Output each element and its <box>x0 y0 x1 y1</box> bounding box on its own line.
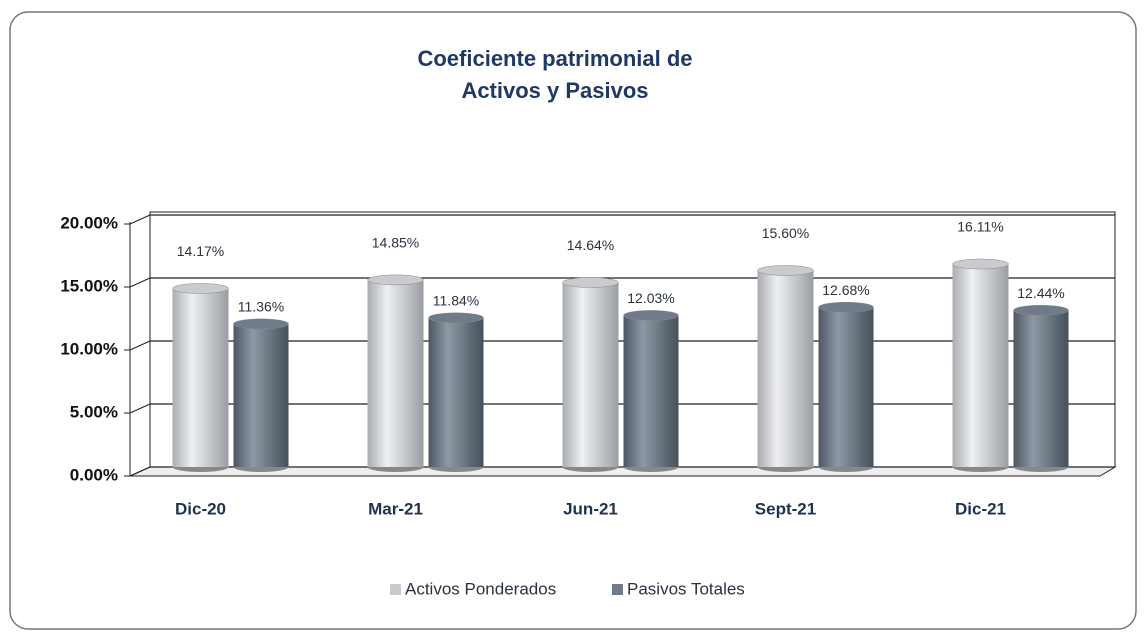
value-label: 12.44% <box>1017 285 1064 301</box>
value-label: 12.03% <box>627 290 674 306</box>
bar <box>233 323 289 467</box>
bar <box>757 270 814 467</box>
legend-label: Pasivos Totales <box>627 579 745 598</box>
x-tick-label: Dic-20 <box>175 499 226 518</box>
value-label: 15.60% <box>762 225 809 241</box>
bar-cap <box>1013 305 1069 316</box>
bar-cap <box>562 277 619 288</box>
bar <box>623 315 679 467</box>
grid-line <box>129 403 151 414</box>
grid-line <box>129 277 151 288</box>
grid-line <box>129 214 151 225</box>
value-label: 14.64% <box>567 237 614 253</box>
legend-swatch <box>390 584 401 595</box>
x-tick-label: Dic-21 <box>955 499 1006 518</box>
bar <box>562 282 619 467</box>
chart-title: Coeficiente patrimonial de <box>417 46 692 71</box>
chart-title: Activos y Pasivos <box>461 78 648 103</box>
value-label: 14.17% <box>177 243 224 259</box>
value-label: 14.85% <box>372 235 419 251</box>
value-label: 11.84% <box>433 293 479 309</box>
bar-cap <box>757 265 814 276</box>
bar-cap <box>233 318 289 330</box>
value-label: 16.11% <box>957 219 1003 235</box>
bar <box>818 307 874 467</box>
legend-swatch <box>612 584 623 595</box>
bar-cap <box>367 274 424 286</box>
x-tick-label: Mar-21 <box>368 499 423 518</box>
bar <box>952 264 1009 467</box>
y-tick-label: 10.00% <box>60 339 118 358</box>
y-tick-label: 5.00% <box>70 402 118 421</box>
y-tick-label: 0.00% <box>70 465 118 484</box>
y-tick-label: 15.00% <box>60 276 118 295</box>
grid-line <box>129 340 151 351</box>
x-tick-label: Jun-21 <box>563 499 618 518</box>
bar-cap <box>623 310 679 321</box>
x-tick-label: Sept-21 <box>755 499 816 518</box>
y-tick-label: 20.00% <box>60 213 118 232</box>
bar <box>172 288 229 467</box>
value-label: 12.68% <box>822 282 869 298</box>
grid-line <box>129 466 151 477</box>
bar <box>367 279 424 467</box>
bar-cap <box>172 283 229 294</box>
bar-cap <box>952 258 1009 270</box>
bar <box>1013 310 1069 467</box>
bar-cap <box>428 312 484 324</box>
value-label: 11.36% <box>238 299 284 315</box>
bar-cap <box>818 301 874 313</box>
bar <box>428 317 484 467</box>
legend-label: Activos Ponderados <box>405 579 556 598</box>
